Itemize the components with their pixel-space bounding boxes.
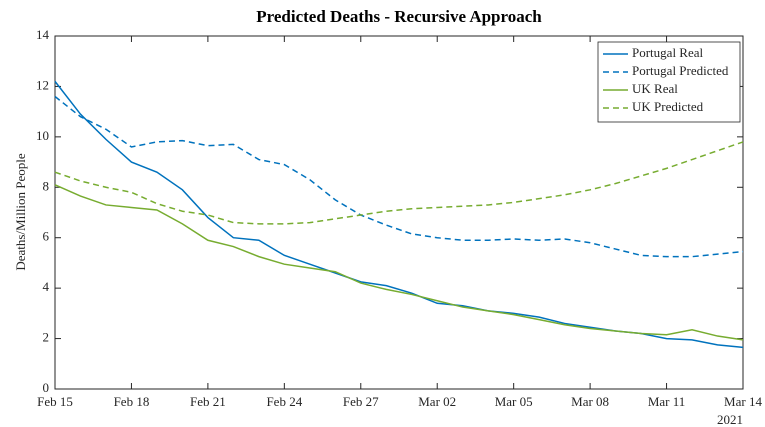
x-tick-label: Mar 08: [571, 394, 609, 409]
series-line: [54, 95, 744, 258]
x-tick-label: Mar 14: [724, 394, 762, 409]
series-line: [54, 141, 744, 225]
x-year-label: 2021: [717, 412, 743, 427]
y-tick-label: 4: [43, 279, 50, 294]
y-tick-label: 14: [36, 27, 50, 42]
legend-box: [597, 41, 741, 123]
series-line: [54, 184, 744, 341]
y-tick-label: 0: [43, 380, 50, 395]
x-tick-label: Feb 21: [190, 394, 226, 409]
x-tick-label: Feb 18: [114, 394, 150, 409]
legend-label: Portugal Predicted: [632, 63, 729, 78]
x-tick-label: Feb 27: [343, 394, 379, 409]
y-tick-label: 10: [36, 128, 49, 143]
x-tick-label: Feb 24: [266, 394, 302, 409]
y-tick-label: 6: [43, 229, 50, 244]
chart-title: Predicted Deaths - Recursive Approach: [256, 7, 542, 26]
y-axis-label: Deaths/Million People: [13, 153, 28, 271]
legend-label: UK Predicted: [632, 99, 704, 114]
x-tick-label: Mar 05: [495, 394, 533, 409]
y-tick-label: 8: [43, 178, 50, 193]
x-tick-label: Mar 02: [418, 394, 456, 409]
y-tick-label: 2: [43, 330, 50, 345]
x-tick-label: Feb 15: [37, 394, 73, 409]
x-tick-label: Mar 11: [648, 394, 685, 409]
y-tick-label: 12: [36, 77, 49, 92]
legend-label: UK Real: [632, 81, 678, 96]
legend-label: Portugal Real: [632, 45, 704, 60]
